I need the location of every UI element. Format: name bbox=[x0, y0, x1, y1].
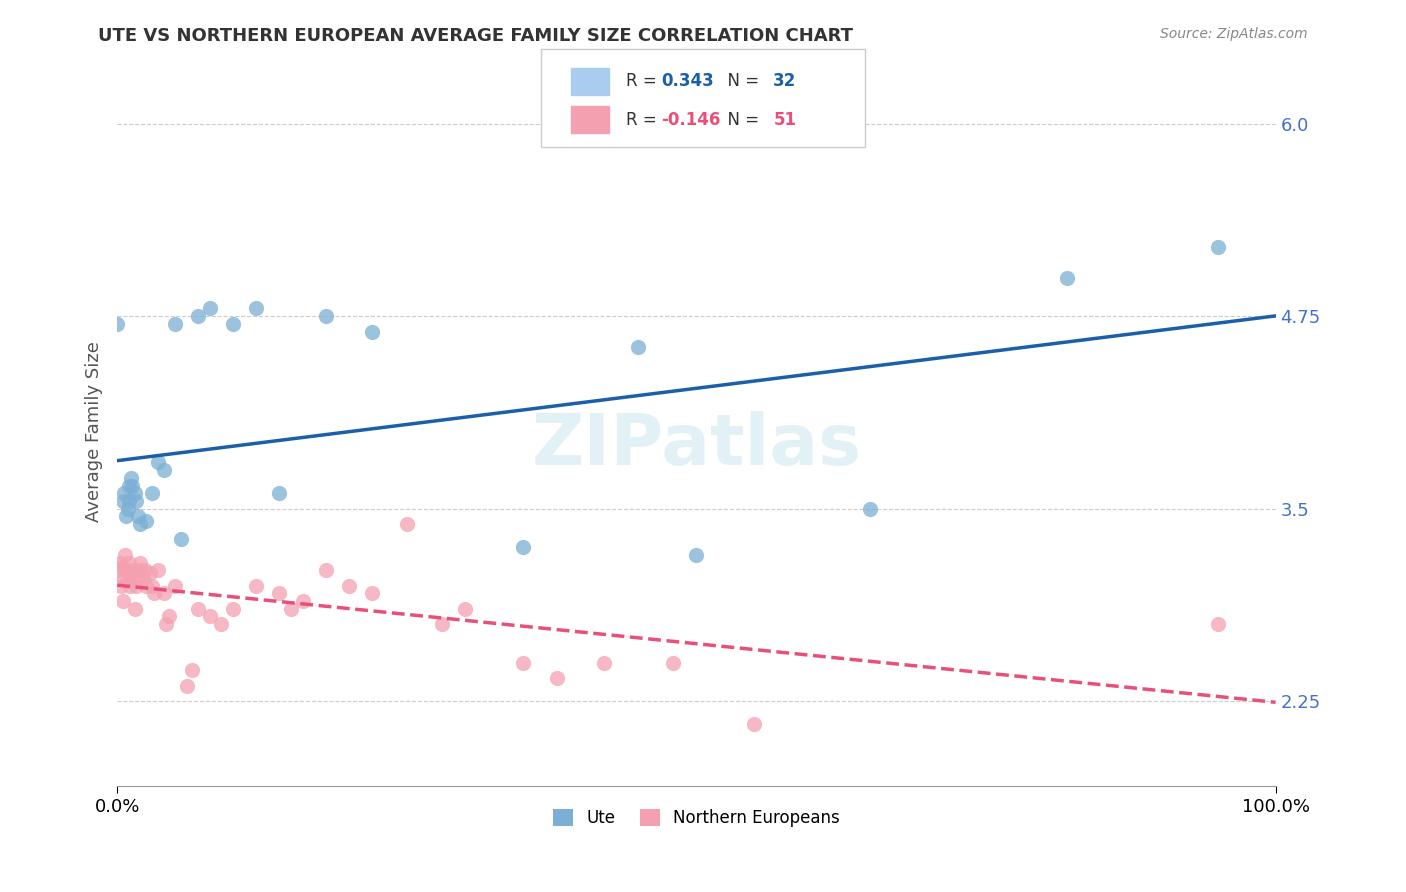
Point bbox=[112, 486, 135, 500]
Point bbox=[1056, 270, 1078, 285]
Point bbox=[1206, 240, 1229, 254]
Text: UTE VS NORTHERN EUROPEAN AVERAGE FAMILY SIZE CORRELATION CHART: UTE VS NORTHERN EUROPEAN AVERAGE FAMILY … bbox=[98, 27, 853, 45]
Point bbox=[143, 586, 166, 600]
Text: N =: N = bbox=[717, 111, 765, 128]
Text: ZIPatlas: ZIPatlas bbox=[531, 411, 862, 480]
Text: 0.343: 0.343 bbox=[661, 72, 714, 90]
Point bbox=[165, 579, 187, 593]
Text: 51: 51 bbox=[773, 111, 796, 128]
Point bbox=[859, 501, 882, 516]
Point bbox=[181, 663, 204, 677]
Point bbox=[110, 579, 132, 593]
Point bbox=[337, 579, 360, 593]
Point bbox=[121, 478, 143, 492]
Point bbox=[105, 563, 128, 577]
Point bbox=[111, 594, 134, 608]
Point bbox=[1206, 617, 1229, 632]
Point bbox=[395, 516, 418, 531]
Point bbox=[128, 563, 150, 577]
Point bbox=[315, 309, 337, 323]
Point bbox=[120, 471, 142, 485]
Point bbox=[315, 563, 337, 577]
Point bbox=[157, 609, 180, 624]
Point bbox=[127, 509, 149, 524]
Point bbox=[245, 301, 267, 316]
Point bbox=[152, 463, 174, 477]
Point bbox=[112, 571, 135, 585]
Point bbox=[512, 656, 534, 670]
Point bbox=[146, 455, 169, 469]
Point bbox=[141, 486, 163, 500]
Point bbox=[118, 494, 141, 508]
Point bbox=[127, 571, 149, 585]
Point bbox=[454, 601, 477, 615]
Point bbox=[155, 617, 177, 632]
Point bbox=[662, 656, 685, 670]
Point bbox=[114, 548, 136, 562]
Point bbox=[125, 494, 148, 508]
Legend: Ute, Northern Europeans: Ute, Northern Europeans bbox=[546, 803, 846, 834]
Point bbox=[111, 560, 134, 574]
Point bbox=[291, 594, 314, 608]
Point bbox=[135, 514, 157, 528]
Text: -0.146: -0.146 bbox=[661, 111, 720, 128]
Point bbox=[685, 548, 707, 562]
Point bbox=[146, 563, 169, 577]
Point bbox=[135, 579, 157, 593]
Point bbox=[111, 494, 134, 508]
Point bbox=[592, 656, 614, 670]
Point bbox=[141, 579, 163, 593]
Point bbox=[170, 533, 193, 547]
Point bbox=[125, 579, 148, 593]
Text: Source: ZipAtlas.com: Source: ZipAtlas.com bbox=[1160, 27, 1308, 41]
Point bbox=[742, 717, 765, 731]
Point bbox=[361, 586, 384, 600]
Point bbox=[512, 540, 534, 554]
Point bbox=[176, 679, 198, 693]
Point bbox=[165, 317, 187, 331]
Point bbox=[121, 563, 143, 577]
Text: 32: 32 bbox=[773, 72, 797, 90]
Point bbox=[108, 556, 131, 570]
Point bbox=[198, 609, 221, 624]
Point bbox=[546, 671, 568, 685]
Point bbox=[118, 556, 141, 570]
Point bbox=[117, 501, 139, 516]
Point bbox=[222, 317, 245, 331]
Point bbox=[627, 340, 650, 354]
Point bbox=[187, 601, 209, 615]
Y-axis label: Average Family Size: Average Family Size bbox=[86, 341, 103, 522]
Point bbox=[430, 617, 453, 632]
Point bbox=[222, 601, 245, 615]
Point bbox=[269, 586, 291, 600]
Point bbox=[187, 309, 209, 323]
Point bbox=[361, 325, 384, 339]
Point bbox=[280, 601, 302, 615]
Point bbox=[138, 566, 160, 581]
Point bbox=[115, 509, 138, 524]
Point bbox=[124, 486, 146, 500]
Point bbox=[129, 516, 152, 531]
Point bbox=[134, 563, 156, 577]
Text: R =: R = bbox=[626, 111, 662, 128]
Point bbox=[115, 563, 138, 577]
Point bbox=[118, 579, 141, 593]
Point bbox=[120, 566, 142, 581]
Text: N =: N = bbox=[717, 72, 765, 90]
Point bbox=[269, 486, 291, 500]
Point bbox=[131, 571, 153, 585]
Point bbox=[209, 617, 232, 632]
Point bbox=[124, 601, 146, 615]
Point bbox=[198, 301, 221, 316]
Text: R =: R = bbox=[626, 72, 662, 90]
Point bbox=[118, 478, 141, 492]
Point bbox=[117, 571, 139, 585]
Point bbox=[152, 586, 174, 600]
Point bbox=[245, 579, 267, 593]
Point bbox=[129, 556, 152, 570]
Point bbox=[105, 317, 128, 331]
